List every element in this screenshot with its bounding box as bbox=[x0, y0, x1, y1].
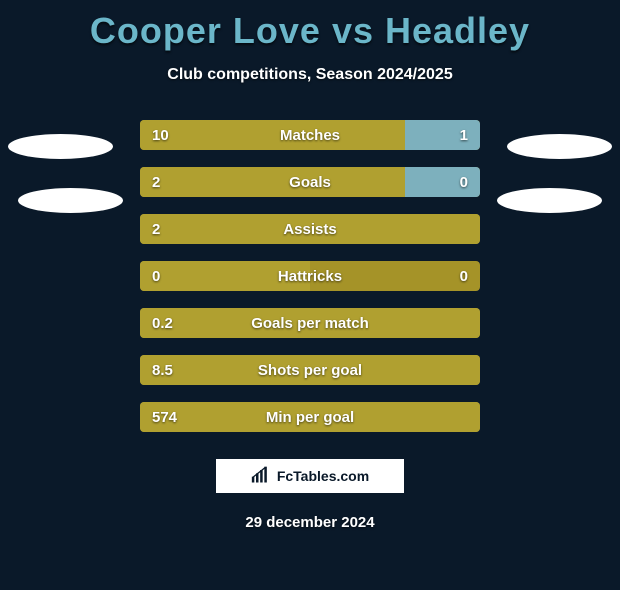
team-badge-ellipse bbox=[18, 188, 123, 213]
stat-label: Assists bbox=[140, 214, 480, 244]
footer-date: 29 december 2024 bbox=[0, 514, 620, 531]
stat-row: 00Hattricks bbox=[140, 261, 480, 291]
subtitle: Club competitions, Season 2024/2025 bbox=[0, 66, 620, 84]
stat-row: 20Goals bbox=[140, 167, 480, 197]
stat-label: Hattricks bbox=[140, 261, 480, 291]
stat-row: 8.5Shots per goal bbox=[140, 355, 480, 385]
stat-label: Goals bbox=[140, 167, 480, 197]
stat-label: Min per goal bbox=[140, 402, 480, 432]
chart-icon bbox=[251, 466, 271, 487]
stat-row: 2Assists bbox=[140, 214, 480, 244]
stat-row: 574Min per goal bbox=[140, 402, 480, 432]
footer-badge: FcTables.com bbox=[215, 458, 405, 494]
stat-label: Goals per match bbox=[140, 308, 480, 338]
footer-badge-text: FcTables.com bbox=[277, 468, 369, 484]
team-badge-ellipse bbox=[8, 134, 113, 159]
page-title: Cooper Love vs Headley bbox=[0, 10, 620, 52]
stat-label: Matches bbox=[140, 120, 480, 150]
stat-label: Shots per goal bbox=[140, 355, 480, 385]
team-badge-ellipse bbox=[507, 134, 612, 159]
stat-row: 0.2Goals per match bbox=[140, 308, 480, 338]
team-badge-ellipse bbox=[497, 188, 602, 213]
stat-row: 101Matches bbox=[140, 120, 480, 150]
stats-container: 101Matches 20Goals 2Assists 00Hattricks 0.2G… bbox=[0, 120, 620, 432]
